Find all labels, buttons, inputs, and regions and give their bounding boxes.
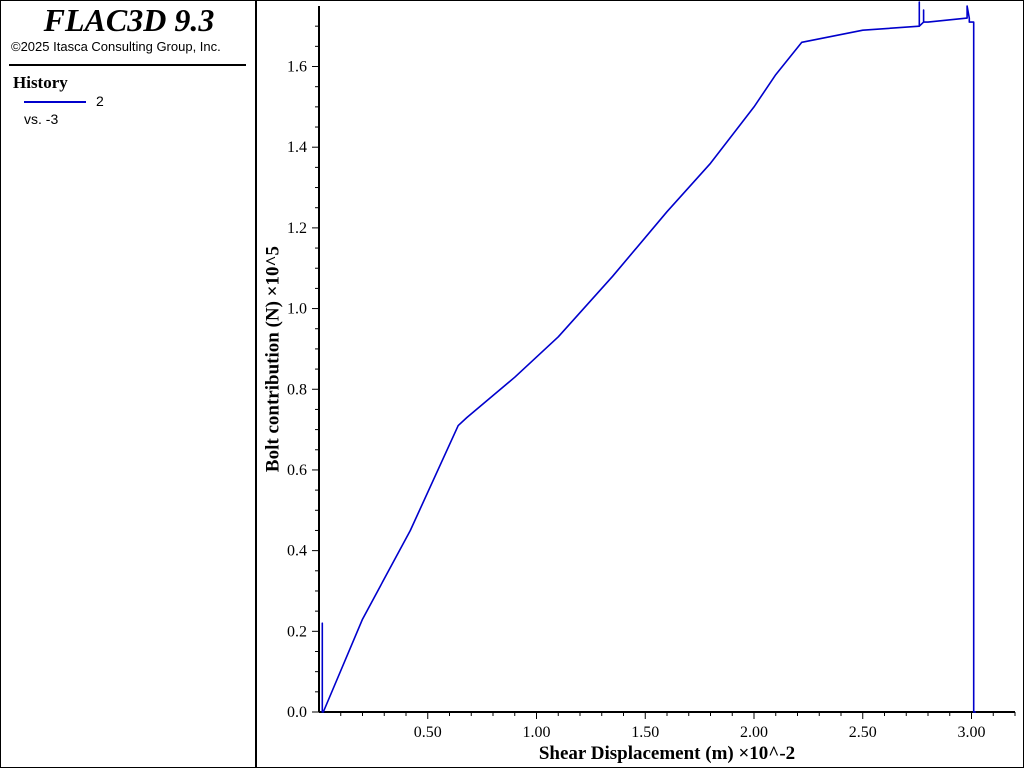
y-tick-label: 0.0 [287, 704, 307, 721]
copyright-text: ©2025 Itasca Consulting Group, Inc. [11, 39, 221, 54]
tick-labels: 0.0 0.2 0.4 0.6 0.8 1.0 1.2 1.4 1.6 0.50 1.00 1.50 2… [287, 59, 986, 741]
y-tick-label: 1.4 [287, 139, 307, 156]
x-tick-label: 1.50 [631, 724, 659, 741]
axes [318, 6, 1015, 713]
y-tick-label: 0.2 [287, 623, 307, 640]
chart-area: 0.0 0.2 0.4 0.6 0.8 1.0 1.2 1.4 1.6 0.50 1.00 1.50 2… [262, 1, 1016, 764]
sidebar-divider [9, 64, 246, 66]
y-tick-label: 1.6 [287, 59, 307, 76]
x-tick-label: 1.00 [523, 724, 551, 741]
legend-line-swatch [24, 101, 86, 103]
x-axis-title: Shear Displacement (m) ×10^-2 [539, 743, 795, 764]
legend-panel: FLAC3D 9.3 ©2025 Itasca Consulting Group… [1, 1, 257, 767]
legend-vs-label: vs. -3 [24, 111, 59, 127]
y-tick-label: 1.2 [287, 220, 307, 237]
x-tick-label: 2.00 [740, 724, 768, 741]
x-tick-label: 2.50 [849, 724, 877, 741]
y-tick-label: 1.0 [287, 301, 307, 318]
history-heading: History [13, 73, 68, 92]
y-tick-label: 0.8 [287, 381, 307, 398]
series-line [321, 1, 976, 713]
legend-series-label: 2 [96, 93, 104, 109]
y-tick-label: 0.4 [287, 543, 307, 560]
series-layer [321, 1, 976, 713]
x-tick-label: 3.00 [958, 724, 986, 741]
y-axis-title: Bolt contribution (N) ×10^5 [262, 246, 283, 472]
app-title: FLAC3D 9.3 [43, 2, 215, 38]
x-tick-label: 0.50 [414, 724, 442, 741]
y-tick-label: 0.6 [287, 462, 307, 479]
tick-marks [312, 25, 1016, 719]
